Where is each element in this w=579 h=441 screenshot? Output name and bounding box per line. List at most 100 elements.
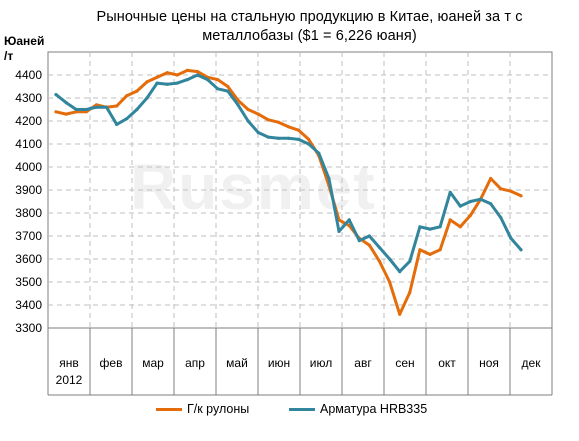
data-point-rebar — [74, 107, 78, 112]
data-point-coil — [195, 70, 200, 74]
data-point-rebar — [377, 245, 382, 250]
data-point-rebar — [317, 151, 321, 155]
data-point-rebar — [307, 142, 311, 146]
y-tick-label: 4000 — [15, 160, 42, 174]
y-tick-label: 3300 — [15, 321, 42, 335]
data-point-coil — [519, 194, 523, 198]
y-tick-label: 4100 — [15, 137, 42, 151]
data-point-rebar — [479, 197, 483, 201]
x-tick-label: мар — [142, 356, 164, 370]
data-point-coil — [286, 125, 291, 129]
data-point-rebar — [226, 89, 230, 93]
x-tick-label: сен — [395, 356, 414, 370]
x-tick-label: июн — [268, 356, 290, 370]
data-point-rebar — [509, 236, 513, 240]
data-point-coil — [307, 137, 311, 141]
data-point-rebar — [499, 216, 503, 220]
data-point-coil — [135, 89, 139, 93]
data-point-coil — [398, 312, 402, 316]
data-point-coil — [246, 107, 250, 112]
data-point-rebar — [155, 81, 159, 85]
legend-label-rebar: Арматура HRB335 — [320, 402, 428, 416]
data-point-coil — [155, 75, 159, 79]
data-point-coil — [256, 112, 260, 116]
data-point-rebar — [438, 225, 442, 229]
data-point-coil — [367, 243, 371, 247]
data-point-rebar — [246, 119, 250, 123]
data-point-coil — [499, 187, 503, 191]
data-point-rebar — [94, 105, 98, 109]
data-point-rebar — [54, 93, 58, 97]
data-point-coil — [418, 248, 422, 252]
y-tick-label: 3700 — [15, 229, 42, 243]
data-point-rebar — [195, 73, 200, 77]
legend-swatch-rebar — [289, 407, 315, 411]
data-point-coil — [266, 118, 270, 122]
data-point-rebar — [337, 229, 341, 233]
data-point-rebar — [135, 107, 139, 112]
data-point-rebar — [145, 96, 149, 100]
data-point-rebar — [367, 234, 371, 238]
data-point-rebar — [276, 136, 280, 140]
data-point-rebar — [216, 87, 220, 91]
data-point-rebar — [165, 82, 169, 86]
data-point-coil — [226, 84, 230, 89]
data-point-coil — [165, 71, 169, 75]
data-point-coil — [236, 98, 240, 102]
series-line-rebar — [54, 73, 523, 274]
x-tick-label: авг — [354, 356, 372, 370]
data-point-rebar — [458, 204, 462, 208]
x-tick-label: фев — [100, 356, 123, 370]
data-point-rebar — [489, 202, 493, 206]
data-point-coil — [438, 248, 442, 252]
data-point-rebar — [428, 227, 432, 231]
x-tick-label: апр — [185, 356, 205, 370]
data-point-rebar — [84, 107, 88, 112]
data-point-rebar — [206, 78, 210, 82]
data-point-coil — [509, 189, 513, 193]
data-point-rebar — [408, 259, 412, 263]
data-point-coil — [175, 73, 179, 77]
data-point-coil — [458, 225, 462, 229]
data-point-rebar — [64, 101, 68, 105]
chart-title-line2: металлобазы ($1 = 6,226 юаня) — [202, 28, 417, 44]
x-tick-label: окт — [438, 356, 456, 370]
y-axis-unit: Юаней /т — [4, 34, 44, 64]
x-tick-label: июл — [310, 356, 332, 370]
data-point-coil — [297, 128, 301, 132]
data-point-rebar — [418, 225, 422, 229]
y-tick-label: 3800 — [15, 206, 42, 220]
y-axis-unit-line2: /т — [4, 49, 14, 63]
data-point-coil — [64, 112, 68, 116]
data-point-rebar — [468, 199, 473, 204]
data-point-coil — [115, 104, 119, 108]
data-point-rebar — [398, 270, 402, 274]
y-tick-label: 3400 — [15, 298, 42, 312]
data-point-rebar — [448, 190, 452, 194]
x-tick-label: май — [226, 356, 248, 370]
data-point-rebar — [115, 122, 119, 126]
legend-label-coil: Г/к рулоны — [187, 402, 250, 416]
data-point-coil — [185, 68, 189, 72]
data-point-rebar — [388, 257, 392, 261]
data-point-rebar — [175, 81, 179, 85]
legend-swatch-coil — [156, 407, 182, 411]
x-tick-label: янв — [59, 356, 79, 370]
data-point-coil — [377, 259, 382, 263]
data-point-coil — [428, 252, 432, 256]
data-point-coil — [489, 176, 493, 181]
y-tick-label: 4300 — [15, 91, 42, 105]
data-point-coil — [408, 290, 412, 294]
data-point-coil — [125, 94, 129, 98]
data-point-rebar — [185, 78, 189, 82]
data-point-rebar — [297, 137, 301, 141]
chart-title-line1: Рыночные цены на стальную продукцию в Ки… — [96, 9, 523, 25]
data-point-rebar — [519, 248, 523, 252]
y-axis-unit-line1: Юаней — [4, 34, 45, 48]
data-point-coil — [145, 80, 149, 84]
data-point-coil — [216, 78, 220, 82]
data-point-rebar — [286, 136, 291, 140]
data-point-coil — [276, 120, 280, 124]
data-point-rebar — [327, 176, 331, 181]
